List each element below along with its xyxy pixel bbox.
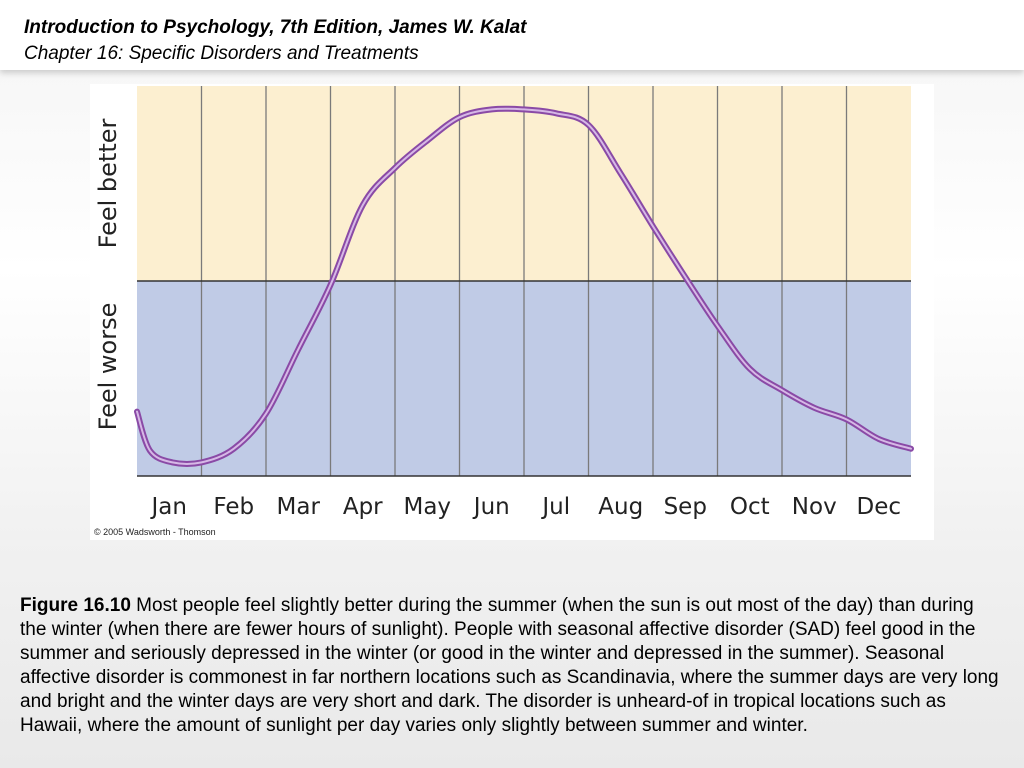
copyright-notice: © 2005 Wadsworth - Thomson	[94, 527, 216, 537]
seasonal-mood-figure: Jan Feb Mar Apr May Jun Jul Aug Sep Oct Nov Dec Fee…	[90, 84, 934, 540]
month-tick-label: Sep	[664, 494, 707, 520]
slide-subtitle: Chapter 16: Specific Disorders and Treat…	[24, 43, 419, 64]
month-tick-label: Jan	[150, 494, 187, 520]
y-label-feel-better: Feel better	[94, 118, 122, 248]
month-tick-label: Nov	[792, 494, 837, 520]
month-tick-label: Dec	[856, 494, 901, 520]
mood-series	[134, 105, 914, 467]
month-tick-label: Feb	[213, 494, 254, 520]
month-tick-label: Mar	[277, 494, 321, 520]
slide-header: Introduction to Psychology, 7th Edition,…	[0, 0, 1024, 70]
month-tick-label: Apr	[343, 494, 383, 520]
seasonal-mood-chart: Jan Feb Mar Apr May Jun Jul Aug Sep Oct Nov Dec Fee…	[94, 86, 914, 520]
month-tick-label: Jun	[472, 494, 510, 520]
caption-text: Most people feel slightly better during …	[20, 595, 999, 736]
month-tick-label: May	[403, 494, 451, 520]
month-tick-labels: Jan Feb Mar Apr May Jun Jul Aug Sep Oct Nov Dec	[150, 494, 901, 520]
month-tick-label: Oct	[730, 494, 770, 520]
slide-title: Introduction to Psychology, 7th Edition,…	[24, 17, 527, 38]
month-tick-label: Aug	[598, 494, 643, 520]
figure-caption: Figure 16.10 Most people feel slightly b…	[20, 594, 1005, 738]
month-tick-label: Jul	[540, 494, 570, 520]
figure-number: Figure 16.10	[20, 595, 131, 616]
y-label-feel-worse: Feel worse	[94, 303, 122, 431]
mood-curve-highlight	[136, 107, 912, 465]
